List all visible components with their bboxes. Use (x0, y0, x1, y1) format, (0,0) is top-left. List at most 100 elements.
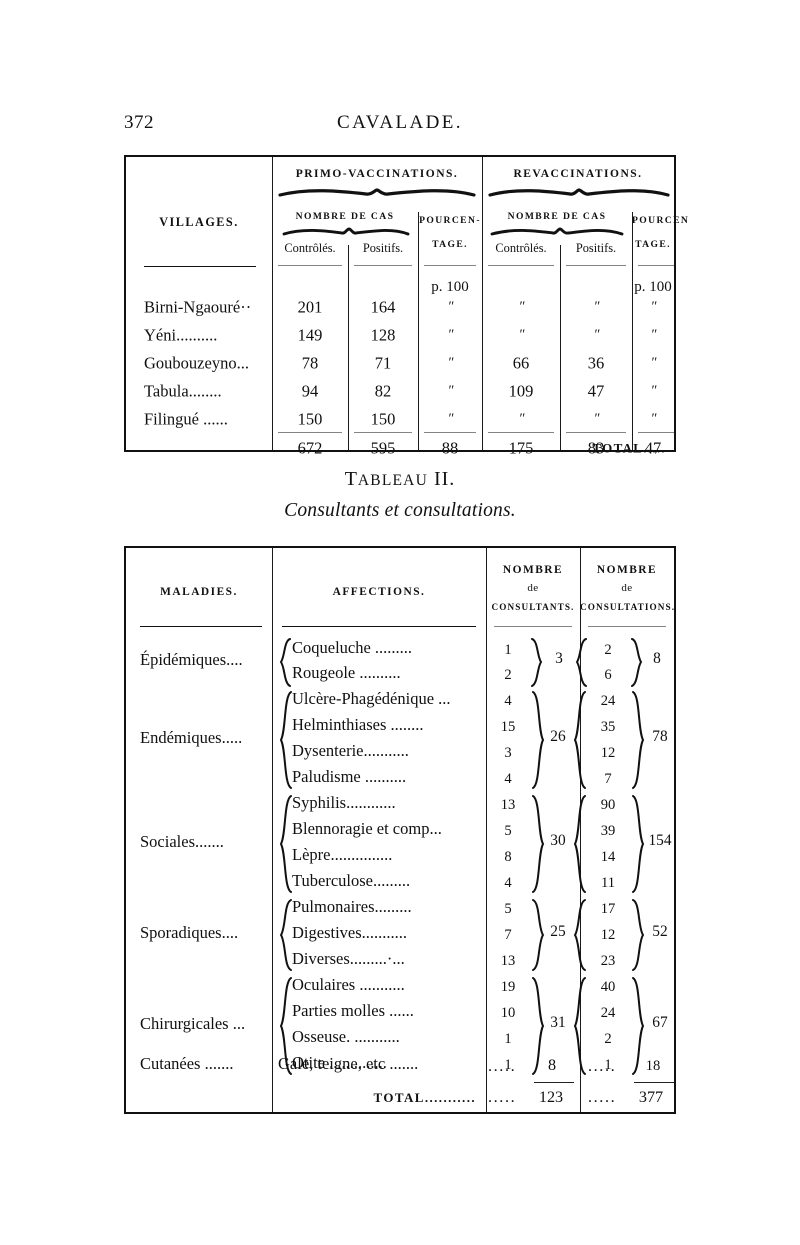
t1-total-pv-controles: 672 (297, 438, 323, 458)
group-total-consultants: 25 (550, 923, 566, 940)
t1-rule-a (278, 265, 342, 266)
t1-rule-b (354, 265, 412, 266)
t2-vrule-2 (486, 548, 487, 1112)
group-total-consultations: 67 (652, 1014, 668, 1031)
consultations-brace-left (572, 976, 588, 1076)
consultants-value: 1 (504, 1031, 512, 1047)
t1-header-villages: VILLAGES. (159, 215, 239, 229)
consultants-value: 1 (504, 642, 512, 658)
caption-roman: II. (433, 468, 456, 490)
t1-header-nombre-cas-primo: NOMBRE DE CAS (295, 211, 395, 222)
table2-caption-block: TABLEAU II. Consultants et consultations… (124, 468, 676, 522)
t1-pv-controles: 201 (297, 297, 323, 317)
t2-header-maladies: MALADIES. (160, 586, 238, 598)
cutanees-affection: Gale, teigne, etc ....... (278, 1054, 419, 1073)
group-total-consultants: 3 (555, 650, 563, 667)
consultations-value: 35 (600, 719, 616, 735)
group-endemiques: Endémiques..... Ulcère-Phagédénique ... … (126, 688, 674, 792)
consultants-value: 4 (504, 771, 512, 787)
t1-rv-controles: ″ (518, 411, 525, 427)
t1-total-rule-e (566, 432, 626, 433)
t1-pv-pct: ″ (447, 411, 454, 427)
t1-header-pourcentage-revac-l1: POURCEN (632, 215, 690, 226)
t1-village-name: Yéni.......... (144, 325, 218, 345)
consultations-value: 17 (600, 901, 616, 917)
group-total-consultations: 8 (653, 650, 661, 667)
consultations-value: 23 (600, 953, 616, 969)
table2-caption-subtitle: Consultants et consultations. (284, 500, 516, 521)
t2-rule-consultations (588, 626, 666, 627)
table-vaccinations: PRIMO-VACCINATIONS. REVACCINATIONS. NOMB… (124, 155, 690, 458)
consultants-value: 4 (504, 875, 512, 891)
running-title: CAVALADE. (337, 112, 463, 133)
t1-header-primo: PRIMO-VACCINATIONS. (295, 168, 459, 180)
consultants-value: 2 (504, 667, 512, 683)
t1-header-pourcentage-primo-l2: TAGE. (432, 239, 468, 250)
consultants-value: 7 (504, 927, 512, 943)
t1-rv-controles: ″ (518, 299, 525, 315)
affection-label: Tuberculose......... (292, 871, 411, 890)
swash-rule-revac (488, 187, 670, 200)
swash-rule-cas-revac (490, 227, 624, 239)
consultations-value: 11 (600, 875, 616, 891)
affection-label: Parties molles ...... (292, 1001, 414, 1020)
consultations-brace-right (630, 976, 646, 1076)
t1-village-name: Goubouzeyno... (144, 353, 249, 373)
t1-total-pv-pct: 88 (441, 438, 459, 458)
consultations-brace-right (630, 690, 646, 790)
cutanees-consultations-value: 18 (645, 1058, 661, 1074)
consultations-brace-left (572, 794, 588, 894)
consultations-value: 7 (604, 771, 612, 787)
affection-label: Syphilis............ (292, 793, 396, 812)
consultations-brace-right (630, 794, 646, 894)
table2-caption-number: TABLEAU II. (124, 468, 676, 491)
t1-vrule-1 (272, 157, 273, 450)
consultations-brace-right (630, 638, 644, 688)
t1-pv-pct: ″ (447, 355, 454, 371)
t2-total-rule-consultants (534, 1082, 574, 1083)
caption-word-rest: ABLEAU (357, 472, 428, 489)
t1-total-rv-controles: 175 (508, 438, 534, 458)
swash-rule-cas-primo (282, 227, 410, 239)
t1-total-label: TOTAL..... (592, 440, 666, 456)
group-total-consultations: 78 (652, 728, 668, 745)
t1-total-row: TOTAL..... 672 595 88 175 83 47 (126, 435, 674, 463)
group-chirurgicales: Chirurgicales ... Oculaires ........... … (126, 974, 674, 1078)
group-brace-left (278, 638, 292, 688)
consultations-value: 24 (600, 693, 616, 709)
swash-rule-primo (278, 187, 476, 200)
t1-total-rule-a (278, 432, 342, 433)
t1-rv-positifs: 36 (587, 353, 605, 373)
affection-label: Paludisme .......... (292, 767, 407, 786)
consultants-value: 13 (500, 797, 516, 813)
t1-header-controles-revac: Contrôlés. (495, 241, 547, 255)
affection-label: Blennoragie et comp... (292, 819, 442, 838)
consultants-value: 5 (504, 901, 512, 917)
t1-rv-pct: ″ (650, 299, 657, 315)
t1-rule-f (638, 265, 674, 266)
t1-header-controles-primo: Contrôlés. (284, 241, 336, 255)
consultants-brace (530, 638, 544, 688)
consultants-value: 4 (504, 693, 512, 709)
t1-rv-pct: ″ (650, 355, 657, 371)
t2-total-consultations-dots: ..... (588, 1088, 617, 1106)
t2-header-consultants-l3: CONSULTANTS. (491, 602, 575, 612)
t1-total-rule-c (424, 432, 476, 433)
affection-label: Ulcère-Phagédénique ... (292, 689, 451, 708)
t2-total-consultations-value: 377 (638, 1088, 664, 1106)
consultants-brace (530, 690, 546, 790)
t1-unit-revac: p. 100 (634, 279, 672, 295)
t2-header-consultants-l2: de (527, 582, 539, 594)
consultations-value: 12 (600, 745, 616, 761)
affection-label: Pulmonaires......... (292, 897, 412, 916)
table-row: Yéni.......... 149 128 ″ ″ ″ ″ (126, 323, 674, 349)
t2-total-rule-consultations (634, 1082, 674, 1083)
table-row: Tabula........ 94 82 ″ 109 47 ″ (126, 379, 674, 405)
t1-header-positifs-primo: Positifs. (362, 241, 404, 255)
consultations-value: 14 (600, 849, 616, 865)
consultations-value: 6 (604, 667, 612, 683)
page-number: 372 (124, 112, 154, 133)
group-epidemiques: Épidémiques.... Coqueluche ......... Rou… (126, 636, 674, 688)
group-label: Endémiques..... (140, 728, 243, 747)
group-brace-left (278, 898, 294, 972)
